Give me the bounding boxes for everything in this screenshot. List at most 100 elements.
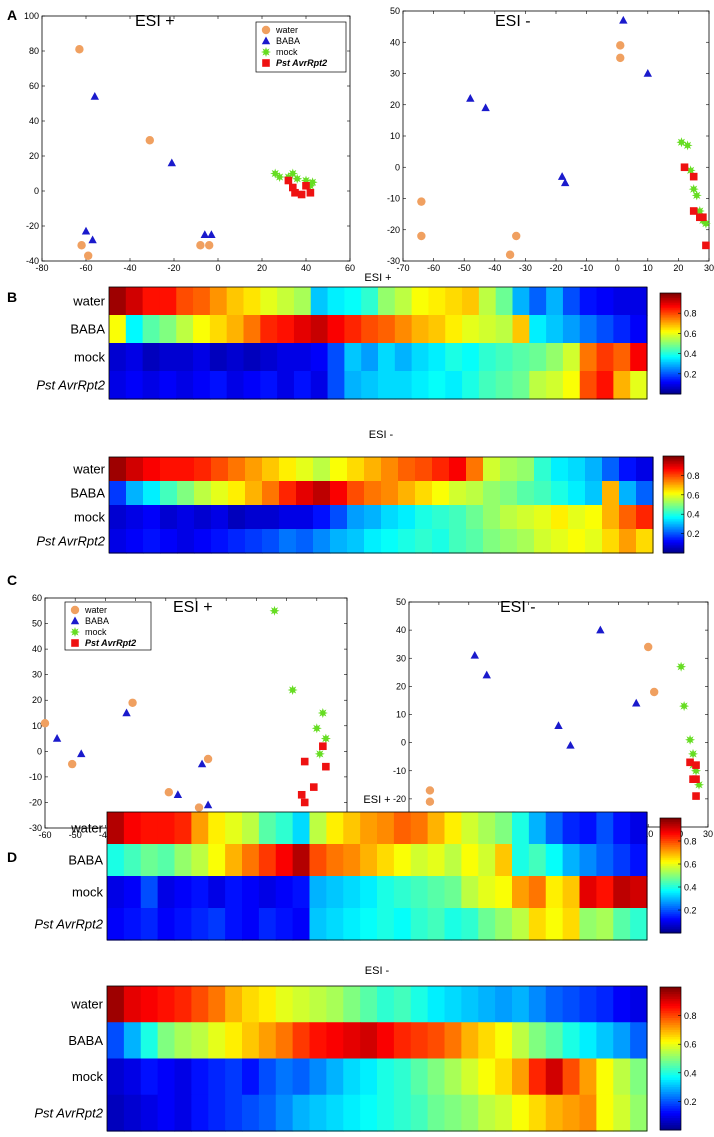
x-tick-label: 60 [345,263,355,273]
colorbar-segment [663,533,684,536]
heatmap-cell [394,371,413,400]
heatmap-cell [293,343,312,372]
heatmap-cell [517,457,535,482]
colorbar-segment [660,1110,681,1114]
heatmap-cell [125,315,144,344]
heatmap-cell [109,529,127,554]
colorbar-tick-label: 0.6 [687,490,700,500]
colorbar-segment [660,330,681,333]
heatmap-cell [585,481,603,506]
heatmap-cell [279,481,297,506]
y-tick-label: -20 [387,225,400,235]
heatmap-cell [562,371,581,400]
heatmap-cell [361,371,379,400]
colorbar-segment [660,860,681,863]
colorbar-segment [660,340,681,343]
colorbar-segment [663,519,684,522]
colorbar-segment [663,502,684,505]
data-point-pst-avrrpt2 [289,183,297,192]
colorbar-segment [660,373,681,376]
heatmap-cell [579,1022,597,1060]
colorbar-segment [660,304,681,307]
plot-frame [402,10,710,262]
heatmap-cell [596,876,614,909]
heatmap-cell [529,315,547,344]
heatmap-cell [123,908,142,941]
data-point-water [649,687,659,697]
heatmap-cell [562,908,581,941]
heatmap-cell [602,505,620,530]
colorbar-segment [660,921,681,924]
data-point-baba [643,69,652,77]
colorbar-segment [663,465,684,468]
heatmap-cell [427,812,446,845]
colorbar-segment [663,499,684,502]
heatmap-cell [596,371,614,400]
heatmap-cell [495,343,514,372]
heatmap-cell [377,812,395,845]
heatmap-cell [562,876,581,909]
colorbar-segment [660,324,681,328]
heatmap-cell [191,1022,209,1060]
colorbar-segment [660,994,681,998]
heatmap-cell [309,1058,327,1096]
heatmap-cell [495,315,514,344]
heatmap-cell [528,908,547,941]
heatmap-cell [562,986,581,1023]
colorbar-segment [663,538,684,541]
colorbar-segment [660,856,681,859]
heatmap-cell [619,457,637,482]
heatmap-cell [613,1094,631,1132]
heatmap-cell [160,481,178,506]
colorbar-segment [660,296,681,299]
colorbar-segment [660,326,681,329]
heatmap-cell [377,908,395,941]
colorbar-segment [660,368,681,371]
heatmap-cell [208,812,226,845]
data-point-water [164,788,174,797]
colorbar-segment [660,925,681,928]
heatmap-cell [360,908,378,941]
row-label: Pst AvrRpt2 [36,378,105,393]
row-label: mock [72,1069,104,1084]
legend-label-baba: BABA [85,616,109,626]
colorbar-segment [663,491,684,494]
colorbar-segment [660,365,681,368]
y-tick-label: -40 [26,256,39,266]
colorbar-segment [660,821,681,825]
heatmap-cell [243,315,261,344]
heatmap-cell [126,529,144,554]
colorbar-segment [660,875,681,878]
heatmap-cell [225,908,243,941]
heatmap-cell [613,287,631,316]
data-point-water [40,719,50,728]
heatmap-cell [242,812,260,845]
heatmap-cell [445,315,463,344]
colorbar-segment [660,865,681,869]
heatmap-cell [225,812,243,845]
heatmap-cell [432,529,450,554]
heatmap-cell [495,986,513,1023]
heatmap-cell [275,1022,294,1060]
heatmap-cell [495,287,514,316]
heatmap-cell [360,1094,378,1132]
heatmap-cell [123,876,142,909]
colorbar-segment [660,308,681,311]
heatmap-cell [461,844,479,877]
heatmap-cell [630,1058,648,1096]
scatter-A_neg: -70 -60 -50 -40 -30 -20 -10 0 10 20 30 -30 -20 -10 0 10… [387,6,714,273]
heatmap-cell [275,908,294,941]
colorbar-segment [663,517,684,520]
plot-frame [41,15,351,262]
colorbar-segment [660,1094,681,1098]
heatmap-cell [630,1022,648,1060]
heatmap-cell [292,1058,311,1096]
heatmap-cell [613,315,631,344]
panel-label-d: D [7,849,17,865]
heatmap-cell [309,844,327,877]
data-point-pst-avrrpt2 [309,783,318,791]
colorbar-segment [663,523,684,527]
y-tick-label: -20 [29,797,42,807]
legend-marker-baba [70,616,80,625]
row-label: BABA [70,322,105,337]
